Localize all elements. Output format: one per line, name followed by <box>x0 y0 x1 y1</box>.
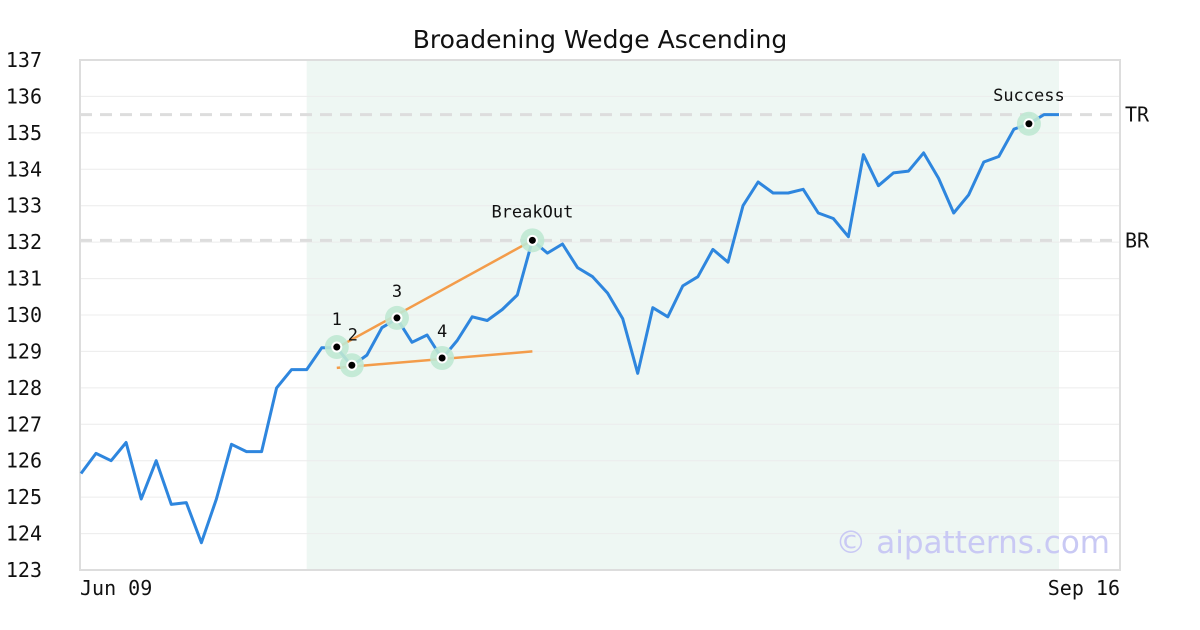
point-marker <box>1025 120 1033 128</box>
chart-title: Broadening Wedge Ascending <box>413 25 788 54</box>
level-label: BR <box>1125 228 1150 252</box>
point-marker <box>438 354 446 362</box>
levels: TR BR <box>80 103 1150 252</box>
y-tick-label: 128 <box>6 376 42 400</box>
point-label: BreakOut <box>491 202 573 222</box>
point-label: Success <box>993 86 1065 106</box>
level-label: TR <box>1125 103 1150 127</box>
point-marker <box>528 236 536 244</box>
y-tick-label: 131 <box>6 267 42 291</box>
watermark: © aipatterns.com <box>835 525 1110 561</box>
y-tick-label: 137 <box>6 48 42 72</box>
y-axis: 123 124 125 126 127 128 129 130 131 132 133 134 135 1… <box>6 48 42 582</box>
point-marker <box>393 314 401 322</box>
point-label: 1 <box>332 310 342 330</box>
y-tick-label: 123 <box>6 558 42 582</box>
plot-frame <box>79 59 1121 571</box>
trendline <box>336 239 533 349</box>
x-axis: Jun 09 Sep 16 <box>80 576 1120 600</box>
y-tick-label: 129 <box>6 339 42 363</box>
y-tick-label: 130 <box>6 303 42 327</box>
price-line <box>79 113 1059 545</box>
y-tick-label: 125 <box>6 485 42 509</box>
y-tick-label: 127 <box>6 412 42 436</box>
point-marker <box>333 343 341 351</box>
point-label: 4 <box>437 322 447 342</box>
y-tick-label: 135 <box>6 121 42 145</box>
x-tick-label: Jun 09 <box>80 576 152 600</box>
y-tick-label: 134 <box>6 157 42 181</box>
y-tick-label: 126 <box>6 449 42 473</box>
y-tick-label: 132 <box>6 230 42 254</box>
y-tick-label: 136 <box>6 84 42 108</box>
y-tick-label: 133 <box>6 194 42 218</box>
point-label: 2 <box>348 325 358 345</box>
y-tick-label: 124 <box>6 522 42 546</box>
grid-lines <box>80 59 1120 571</box>
pattern-points: 12 3 4 BreakOut Success <box>324 86 1065 378</box>
point-marker <box>348 361 356 369</box>
point-label: 3 <box>392 282 402 302</box>
x-tick-label: Sep 16 <box>1048 576 1120 600</box>
